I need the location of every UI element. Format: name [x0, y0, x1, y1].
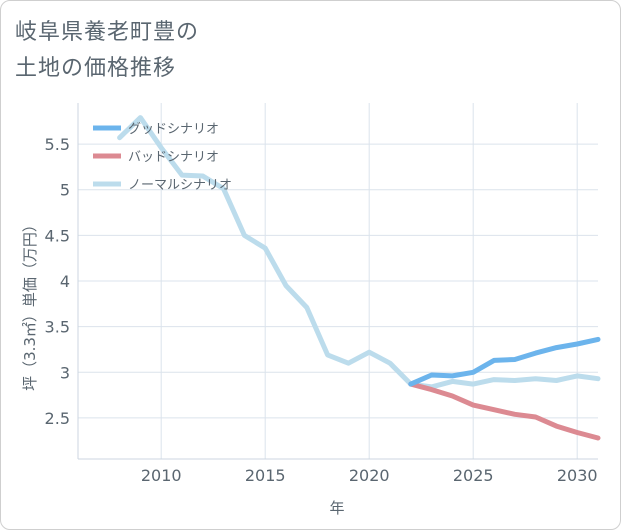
x-tick-label: 2020: [349, 466, 390, 485]
x-tick-label: 2025: [453, 466, 494, 485]
series-line: [408, 336, 601, 387]
legend-label: グッドシナリオ: [128, 122, 219, 137]
chart-title-line-1: 岐阜県養老町豊の: [15, 20, 200, 45]
y-tick-label: 3.5: [45, 318, 70, 337]
series-lines: [117, 115, 601, 441]
y-axis-title: 坪（3.3㎡）単価（万円）: [21, 217, 39, 391]
grid: [78, 103, 598, 459]
x-axis-title: 年: [329, 499, 344, 517]
series-line: [408, 381, 601, 441]
y-tick-label: 4: [60, 272, 70, 291]
x-tick-label: 2030: [557, 466, 598, 485]
series-line: [117, 115, 601, 390]
legend-label: バッドシナリオ: [128, 150, 219, 165]
chart-title-line-2: 土地の価格推移: [15, 56, 177, 81]
y-tick-label: 2.5: [45, 409, 70, 428]
y-tick-label: 5.5: [45, 135, 70, 154]
x-tick-label: 2015: [245, 466, 286, 485]
x-tick-label: 2010: [141, 466, 182, 485]
axes: 2010 2015 2020 2025 2030 2.5 3 3.5 4 4.5 5 5.5: [45, 103, 598, 485]
chart-title: 岐阜県養老町豊の 土地の価格推移: [15, 15, 199, 87]
y-tick-label: 5: [60, 181, 70, 200]
y-tick-label: 3: [60, 363, 70, 382]
y-tick-label: 4.5: [45, 226, 70, 245]
legend-label: ノーマルシナリオ: [128, 178, 232, 193]
